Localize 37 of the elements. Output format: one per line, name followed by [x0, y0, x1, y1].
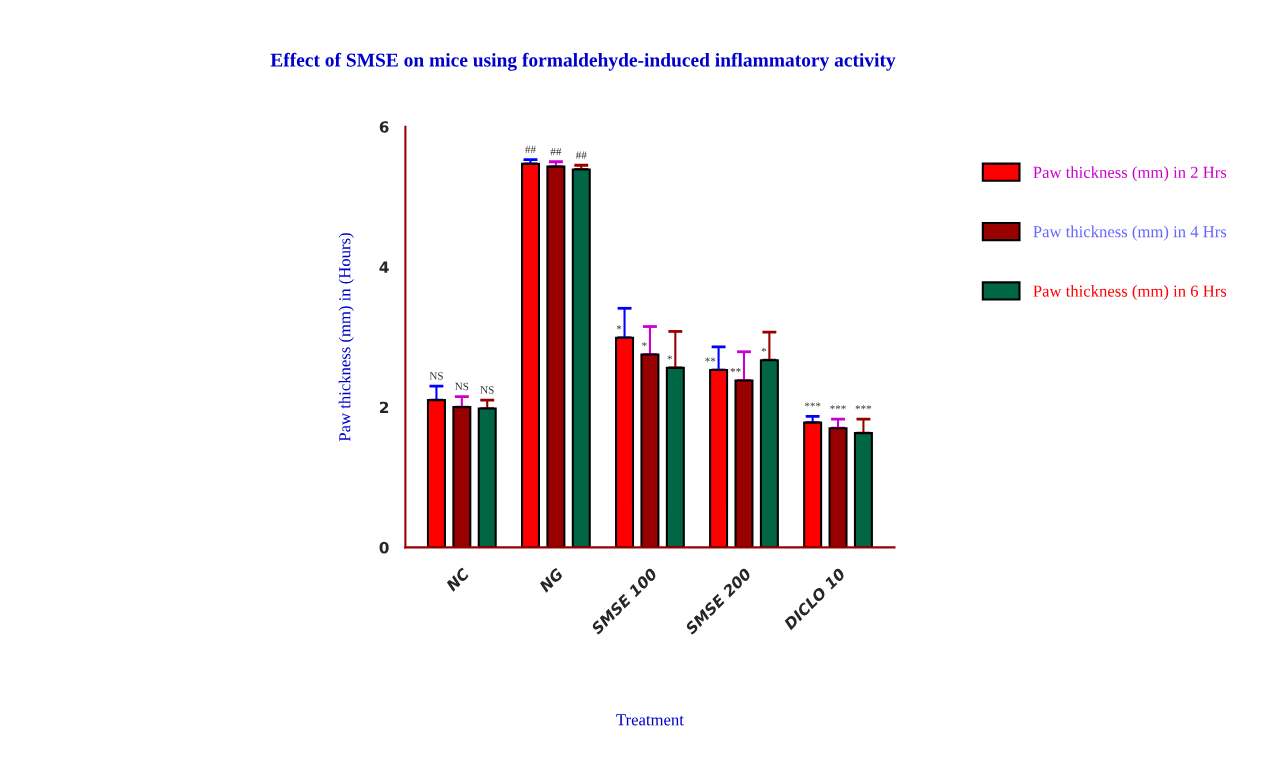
data-label: ##	[575, 151, 587, 159]
data-label: ***	[830, 405, 846, 410]
data-label: ##	[525, 145, 536, 154]
data-label: NS	[429, 372, 443, 380]
bar	[477, 407, 497, 548]
bar	[759, 359, 779, 548]
legend-label: Paw thickness (mm) in 2 Hrs	[1033, 166, 1227, 182]
bar	[571, 168, 591, 548]
data-label: ***	[804, 402, 821, 407]
bar	[520, 162, 540, 548]
bar	[426, 399, 446, 548]
y-tick-label: 2	[380, 401, 389, 413]
data-label: *	[642, 342, 647, 347]
data-label: **	[730, 368, 741, 373]
y-tick-label: 6	[379, 121, 389, 133]
data-label: ##	[550, 147, 562, 156]
data-label: *	[667, 355, 673, 360]
chart-title: Effect of SMSE on mice using formaldehyde-induced inflammatory activity	[270, 52, 896, 71]
bar	[615, 336, 635, 548]
y-tick-label: 4	[379, 261, 389, 273]
bar	[853, 432, 873, 548]
bar	[803, 421, 823, 548]
data-label: *	[761, 347, 767, 352]
legend-label: Paw thickness (mm) in 6 Hrs	[1033, 284, 1227, 301]
bar	[709, 368, 729, 548]
x-tick-label: NC	[445, 567, 471, 592]
data-label: ***	[855, 405, 872, 410]
data-label: NS	[480, 386, 494, 394]
data-label: **	[705, 357, 716, 362]
x-tick-label: NG	[538, 567, 564, 593]
y-axis-title: Paw thickness (mm) in (Hours)	[338, 233, 354, 442]
data-label: *	[616, 325, 622, 330]
data-label: NS	[455, 382, 469, 391]
legend-label: Paw thickness (mm) in 4 Hrs	[1033, 225, 1227, 241]
x-axis-title: Treatment	[616, 714, 684, 726]
bar	[665, 366, 685, 548]
y-tick-label: 0	[379, 541, 389, 554]
